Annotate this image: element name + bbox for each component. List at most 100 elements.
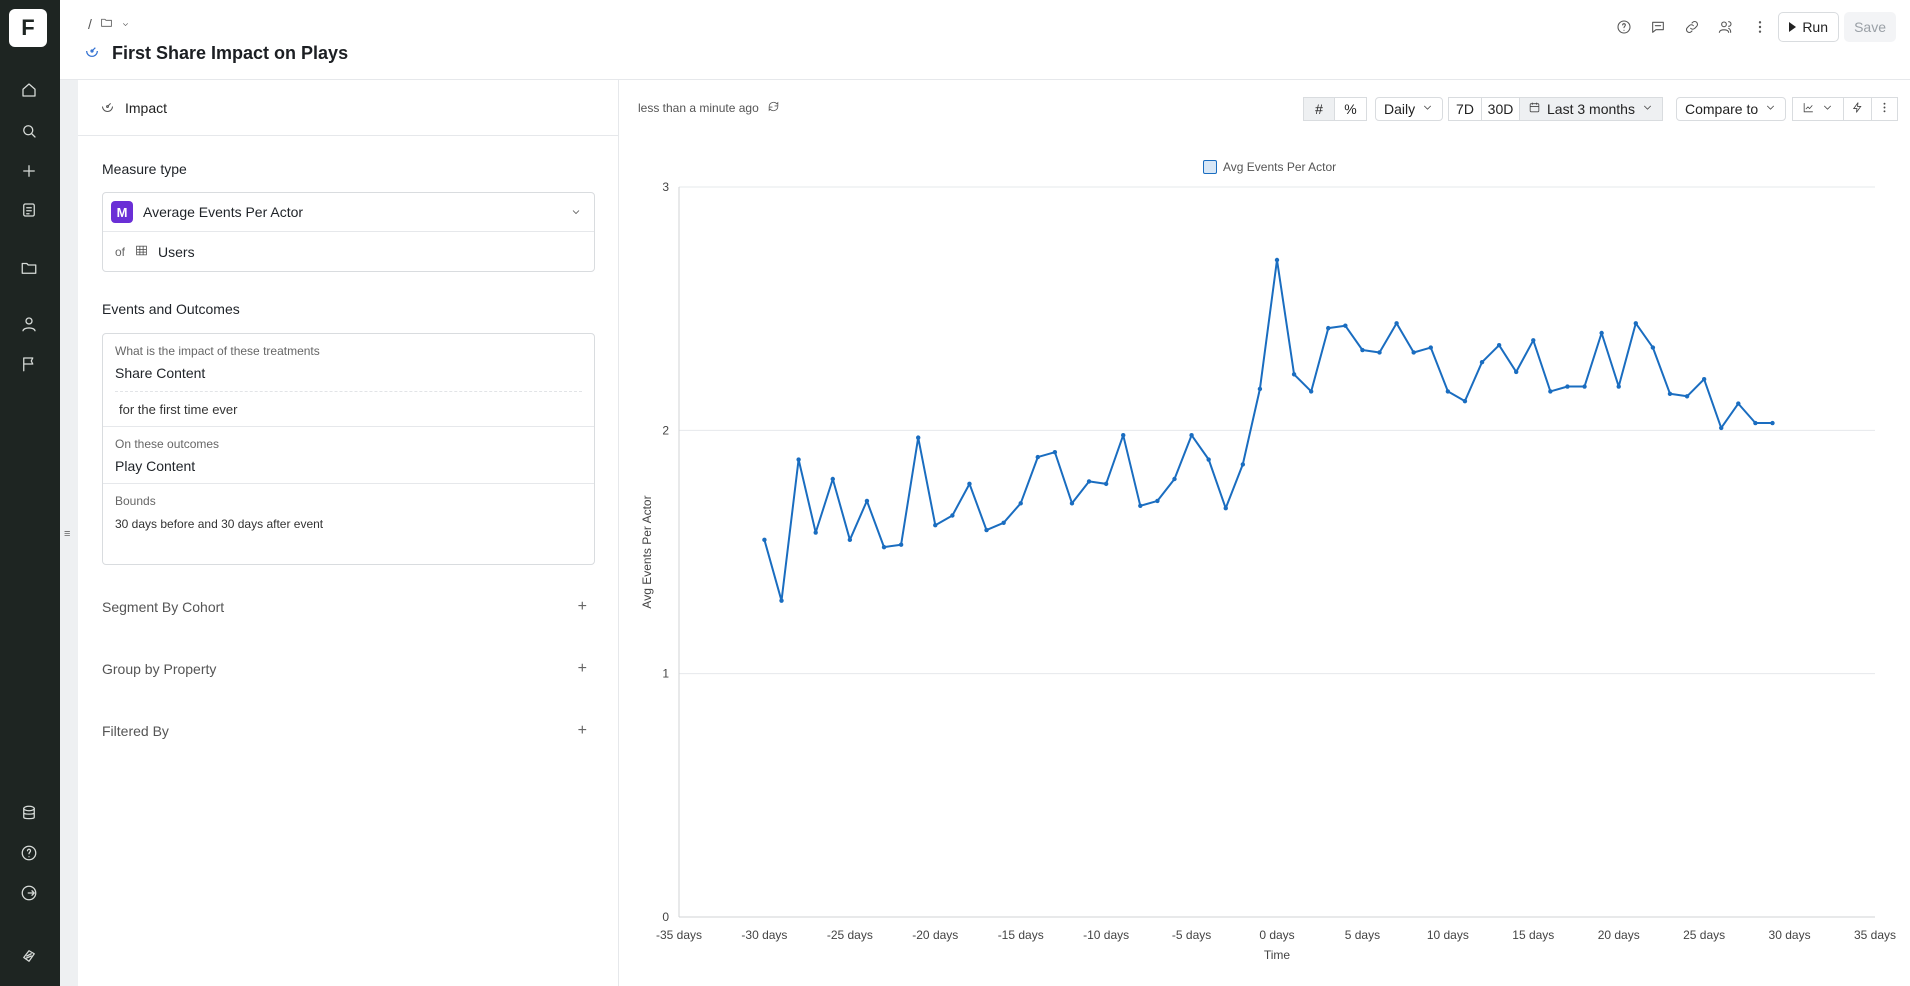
treatment-filter[interactable]: for the first time ever bbox=[119, 402, 238, 417]
plus-icon[interactable] bbox=[18, 160, 40, 182]
refresh-icon[interactable] bbox=[767, 100, 780, 116]
y-tick-label: 3 bbox=[662, 180, 669, 194]
data-point bbox=[1240, 462, 1246, 467]
comment-icon[interactable] bbox=[1648, 17, 1668, 37]
notebook-icon[interactable] bbox=[18, 199, 40, 221]
divider bbox=[103, 426, 594, 427]
impact-icon bbox=[84, 43, 100, 64]
plus-icon[interactable]: + bbox=[577, 722, 587, 739]
chart-legend[interactable]: Avg Events Per Actor bbox=[1203, 160, 1336, 174]
page-title-row: First Share Impact on Plays bbox=[84, 43, 348, 64]
database-icon[interactable] bbox=[18, 802, 40, 824]
data-point bbox=[1445, 389, 1451, 394]
range-7d-button[interactable]: 7D bbox=[1448, 97, 1482, 121]
chart-panel: less than a minute ago # % Daily 7D 30D … bbox=[620, 80, 1910, 986]
measure-select[interactable]: M Average Events Per Actor bbox=[103, 193, 594, 232]
date-range-group: 7D 30D Last 3 months bbox=[1448, 97, 1663, 121]
entity-row[interactable]: of Users bbox=[103, 232, 594, 271]
data-point bbox=[864, 498, 870, 504]
data-point bbox=[1514, 369, 1519, 375]
data-point bbox=[1531, 338, 1536, 343]
outcome-event[interactable]: Play Content bbox=[115, 458, 196, 474]
plus-icon[interactable]: + bbox=[577, 660, 587, 677]
calendar-icon bbox=[1528, 101, 1541, 117]
query-type-header[interactable]: Impact bbox=[78, 80, 618, 136]
impact-icon bbox=[100, 99, 115, 117]
top-actions bbox=[1614, 17, 1770, 37]
x-tick-label: 20 days bbox=[1598, 928, 1640, 942]
x-tick-label: -25 days bbox=[827, 928, 873, 942]
folder-icon[interactable] bbox=[100, 16, 113, 32]
entity-name: Users bbox=[158, 243, 195, 260]
query-type-label: Impact bbox=[125, 99, 168, 116]
app-logo[interactable]: F bbox=[9, 9, 47, 47]
data-point bbox=[1155, 498, 1160, 504]
data-point bbox=[847, 537, 853, 543]
data-point bbox=[1291, 372, 1297, 377]
data-point bbox=[1360, 347, 1365, 353]
data-point bbox=[1189, 433, 1194, 438]
x-tick-label: -10 days bbox=[1083, 928, 1129, 942]
date-range-select[interactable]: Last 3 months bbox=[1520, 97, 1663, 121]
help-icon[interactable] bbox=[18, 842, 40, 864]
treatment-event[interactable]: Share Content bbox=[115, 365, 206, 381]
data-point bbox=[1086, 479, 1092, 484]
filtered-by[interactable]: Filtered By + bbox=[102, 722, 595, 740]
search-icon[interactable] bbox=[18, 120, 40, 142]
lightning-icon bbox=[1851, 101, 1864, 117]
brand-icon[interactable] bbox=[18, 945, 40, 967]
data-point bbox=[881, 544, 887, 550]
events-box: What is the impact of these treatments S… bbox=[102, 333, 595, 565]
data-point bbox=[1121, 433, 1126, 438]
percent-format-button[interactable]: % bbox=[1335, 97, 1367, 121]
x-tick-label: 0 days bbox=[1259, 928, 1294, 942]
group-by-property[interactable]: Group by Property + bbox=[102, 660, 595, 678]
home-icon[interactable] bbox=[18, 79, 40, 101]
number-format-button[interactable]: # bbox=[1303, 97, 1335, 121]
legend-swatch bbox=[1203, 160, 1217, 174]
table-icon bbox=[135, 244, 148, 260]
group-label: Group by Property bbox=[102, 661, 217, 677]
save-button[interactable]: Save bbox=[1844, 12, 1896, 42]
compare-label: Compare to bbox=[1685, 101, 1759, 117]
more-vertical-icon[interactable] bbox=[1750, 17, 1770, 37]
data-point bbox=[1377, 350, 1382, 355]
chart-tools-group bbox=[1792, 97, 1898, 121]
chevron-down-icon[interactable] bbox=[121, 16, 130, 32]
logout-icon[interactable] bbox=[18, 882, 40, 904]
folder-icon[interactable] bbox=[18, 257, 40, 279]
flag-icon[interactable] bbox=[18, 353, 40, 375]
help-icon[interactable] bbox=[1614, 17, 1634, 37]
granularity-select[interactable]: Daily bbox=[1375, 97, 1444, 121]
users-icon[interactable] bbox=[1716, 17, 1736, 37]
collapse-panel-icon[interactable]: ≡ bbox=[64, 528, 71, 540]
data-point bbox=[984, 527, 989, 533]
y-axis-label: Avg Events Per Actor bbox=[640, 495, 654, 608]
range-30d-button[interactable]: 30D bbox=[1482, 97, 1520, 121]
insights-button[interactable] bbox=[1844, 97, 1872, 121]
chevron-down-icon bbox=[1764, 101, 1777, 117]
x-tick-label: -15 days bbox=[998, 928, 1044, 942]
data-point bbox=[1274, 257, 1280, 263]
user-icon[interactable] bbox=[18, 313, 40, 335]
chart-more-button[interactable] bbox=[1872, 97, 1898, 121]
chevron-down-icon bbox=[1421, 101, 1434, 117]
chart-type-select[interactable] bbox=[1792, 97, 1844, 121]
segment-by-cohort[interactable]: Segment By Cohort + bbox=[102, 598, 595, 616]
data-point bbox=[950, 513, 955, 518]
top-bar: / First Share Impact on Plays Run Save bbox=[60, 0, 1910, 80]
run-button[interactable]: Run bbox=[1778, 12, 1839, 42]
y-tick-label: 1 bbox=[662, 667, 669, 681]
treatment-subtitle: What is the impact of these treatments bbox=[115, 344, 320, 358]
compare-select[interactable]: Compare to bbox=[1676, 97, 1787, 121]
data-point bbox=[1496, 342, 1502, 348]
page-title[interactable]: First Share Impact on Plays bbox=[112, 43, 349, 63]
data-point bbox=[898, 542, 904, 547]
data-point bbox=[1582, 384, 1587, 389]
data-point bbox=[1343, 323, 1348, 328]
query-panel: Impact Measure type M Average Events Per… bbox=[78, 80, 619, 986]
x-tick-label: 30 days bbox=[1769, 928, 1811, 942]
plus-icon[interactable]: + bbox=[577, 598, 587, 615]
bounds-value[interactable]: 30 days before and 30 days after event bbox=[115, 517, 324, 531]
link-icon[interactable] bbox=[1682, 17, 1702, 37]
